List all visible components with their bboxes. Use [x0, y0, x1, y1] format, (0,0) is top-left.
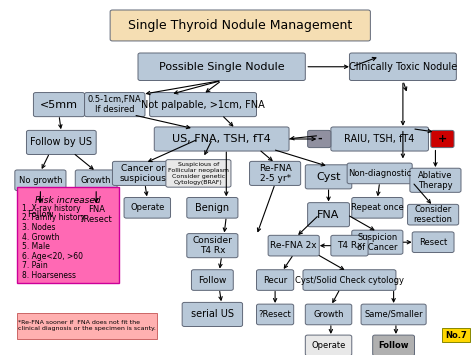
Text: Follow: Follow [378, 341, 409, 350]
Text: Growth: Growth [313, 310, 344, 319]
Text: Cyst/Solid Check cytology: Cyst/Solid Check cytology [295, 275, 404, 285]
Text: 2. Family history: 2. Family history [22, 213, 85, 222]
Text: Ablative
Therapy: Ablative Therapy [418, 171, 453, 190]
Text: Consider
T4 Rx: Consider T4 Rx [192, 236, 232, 255]
FancyBboxPatch shape [303, 270, 396, 290]
FancyBboxPatch shape [19, 204, 61, 225]
Text: RAIU, TSH, fT4: RAIU, TSH, fT4 [345, 134, 415, 144]
FancyBboxPatch shape [249, 162, 301, 185]
FancyBboxPatch shape [15, 170, 66, 191]
FancyBboxPatch shape [412, 232, 454, 252]
Text: Re-FNA 2x: Re-FNA 2x [270, 241, 317, 250]
Text: Suspicious of
Follicular neoplasm
Consider genetic
Cytology(BRAF): Suspicious of Follicular neoplasm Consid… [168, 162, 229, 185]
FancyBboxPatch shape [124, 197, 171, 218]
Text: 7. Pain: 7. Pain [22, 262, 47, 271]
FancyBboxPatch shape [305, 304, 352, 325]
FancyBboxPatch shape [182, 302, 243, 327]
Text: Repeat once: Repeat once [351, 203, 404, 212]
Text: Clinically Toxic Nodule: Clinically Toxic Nodule [349, 62, 457, 72]
FancyBboxPatch shape [305, 335, 352, 355]
FancyBboxPatch shape [84, 93, 145, 117]
FancyBboxPatch shape [73, 204, 119, 225]
FancyBboxPatch shape [373, 335, 415, 355]
FancyBboxPatch shape [75, 170, 117, 191]
FancyBboxPatch shape [305, 165, 352, 189]
FancyBboxPatch shape [256, 304, 294, 325]
FancyBboxPatch shape [361, 304, 426, 325]
FancyBboxPatch shape [349, 53, 456, 81]
Text: FNA
?Resect: FNA ?Resect [80, 205, 112, 224]
FancyBboxPatch shape [187, 197, 238, 218]
Text: Single Thyroid Nodule Management: Single Thyroid Nodule Management [128, 19, 352, 32]
FancyBboxPatch shape [268, 235, 319, 256]
Text: Resect: Resect [419, 238, 447, 247]
Text: Follow: Follow [27, 210, 54, 219]
FancyBboxPatch shape [110, 10, 370, 41]
FancyBboxPatch shape [352, 230, 403, 254]
FancyBboxPatch shape [34, 93, 84, 117]
Text: 0.5-1cm,FNA
If desired: 0.5-1cm,FNA If desired [88, 95, 142, 114]
Text: Same/Smaller: Same/Smaller [365, 310, 423, 319]
Text: T4 Rx: T4 Rx [337, 241, 362, 250]
Text: +: + [438, 134, 447, 144]
Text: Operate: Operate [311, 341, 346, 350]
FancyBboxPatch shape [17, 187, 119, 284]
Text: Follow by US: Follow by US [30, 137, 92, 147]
Text: Re-FNA
2-5 yr*: Re-FNA 2-5 yr* [259, 164, 292, 183]
FancyBboxPatch shape [17, 313, 156, 339]
Text: 4. Growth: 4. Growth [22, 233, 59, 241]
FancyBboxPatch shape [347, 163, 412, 184]
Text: No growth: No growth [18, 176, 62, 185]
Text: No.7: No.7 [446, 331, 467, 340]
FancyBboxPatch shape [166, 160, 231, 187]
Text: <5mm: <5mm [40, 100, 78, 110]
FancyBboxPatch shape [112, 162, 173, 185]
FancyBboxPatch shape [308, 130, 331, 148]
Text: 1. X-ray history: 1. X-ray history [22, 204, 81, 213]
FancyBboxPatch shape [154, 127, 289, 151]
Text: Risk increased: Risk increased [36, 196, 101, 205]
FancyBboxPatch shape [150, 93, 256, 117]
Text: Possible Single Nodule: Possible Single Nodule [159, 62, 284, 72]
Text: Follow: Follow [198, 275, 227, 285]
FancyBboxPatch shape [331, 127, 428, 151]
Text: Suspicion
of Cancer: Suspicion of Cancer [357, 233, 398, 252]
Text: Growth: Growth [81, 176, 111, 185]
Text: Not palpable, >1cm, FNA: Not palpable, >1cm, FNA [141, 100, 265, 110]
Text: Benign: Benign [195, 203, 229, 213]
Text: 6. Age<20, >60: 6. Age<20, >60 [22, 252, 83, 261]
Text: *Re-FNA sooner if  FNA does not fit the
clinical diagnosis or the specimen is sc: *Re-FNA sooner if FNA does not fit the c… [18, 320, 156, 331]
Text: -: - [317, 134, 321, 144]
Text: Cyst: Cyst [316, 172, 341, 182]
Text: Consider
resection: Consider resection [414, 205, 453, 224]
Text: Non-diagnostic: Non-diagnostic [348, 169, 411, 178]
Text: Operate: Operate [130, 203, 164, 212]
FancyBboxPatch shape [352, 197, 403, 218]
FancyBboxPatch shape [187, 234, 238, 258]
Text: Recur: Recur [263, 275, 287, 285]
FancyBboxPatch shape [256, 270, 294, 290]
FancyBboxPatch shape [331, 235, 368, 256]
Text: 8. Hoarseness: 8. Hoarseness [22, 271, 76, 280]
FancyBboxPatch shape [410, 168, 461, 192]
Text: 5. Male: 5. Male [22, 242, 50, 251]
Text: ?Resect: ?Resect [259, 310, 292, 319]
FancyBboxPatch shape [138, 53, 305, 81]
Text: Cancer or
suspicious: Cancer or suspicious [119, 164, 166, 183]
FancyBboxPatch shape [408, 204, 459, 225]
Text: US, FNA, TSH, fT4: US, FNA, TSH, fT4 [172, 134, 271, 144]
Text: serial US: serial US [191, 310, 234, 320]
FancyBboxPatch shape [431, 130, 454, 148]
FancyBboxPatch shape [27, 130, 96, 154]
Text: FNA: FNA [318, 210, 340, 220]
FancyBboxPatch shape [442, 328, 470, 342]
Text: 3. Nodes: 3. Nodes [22, 223, 55, 232]
FancyBboxPatch shape [191, 270, 233, 290]
FancyBboxPatch shape [308, 203, 349, 227]
